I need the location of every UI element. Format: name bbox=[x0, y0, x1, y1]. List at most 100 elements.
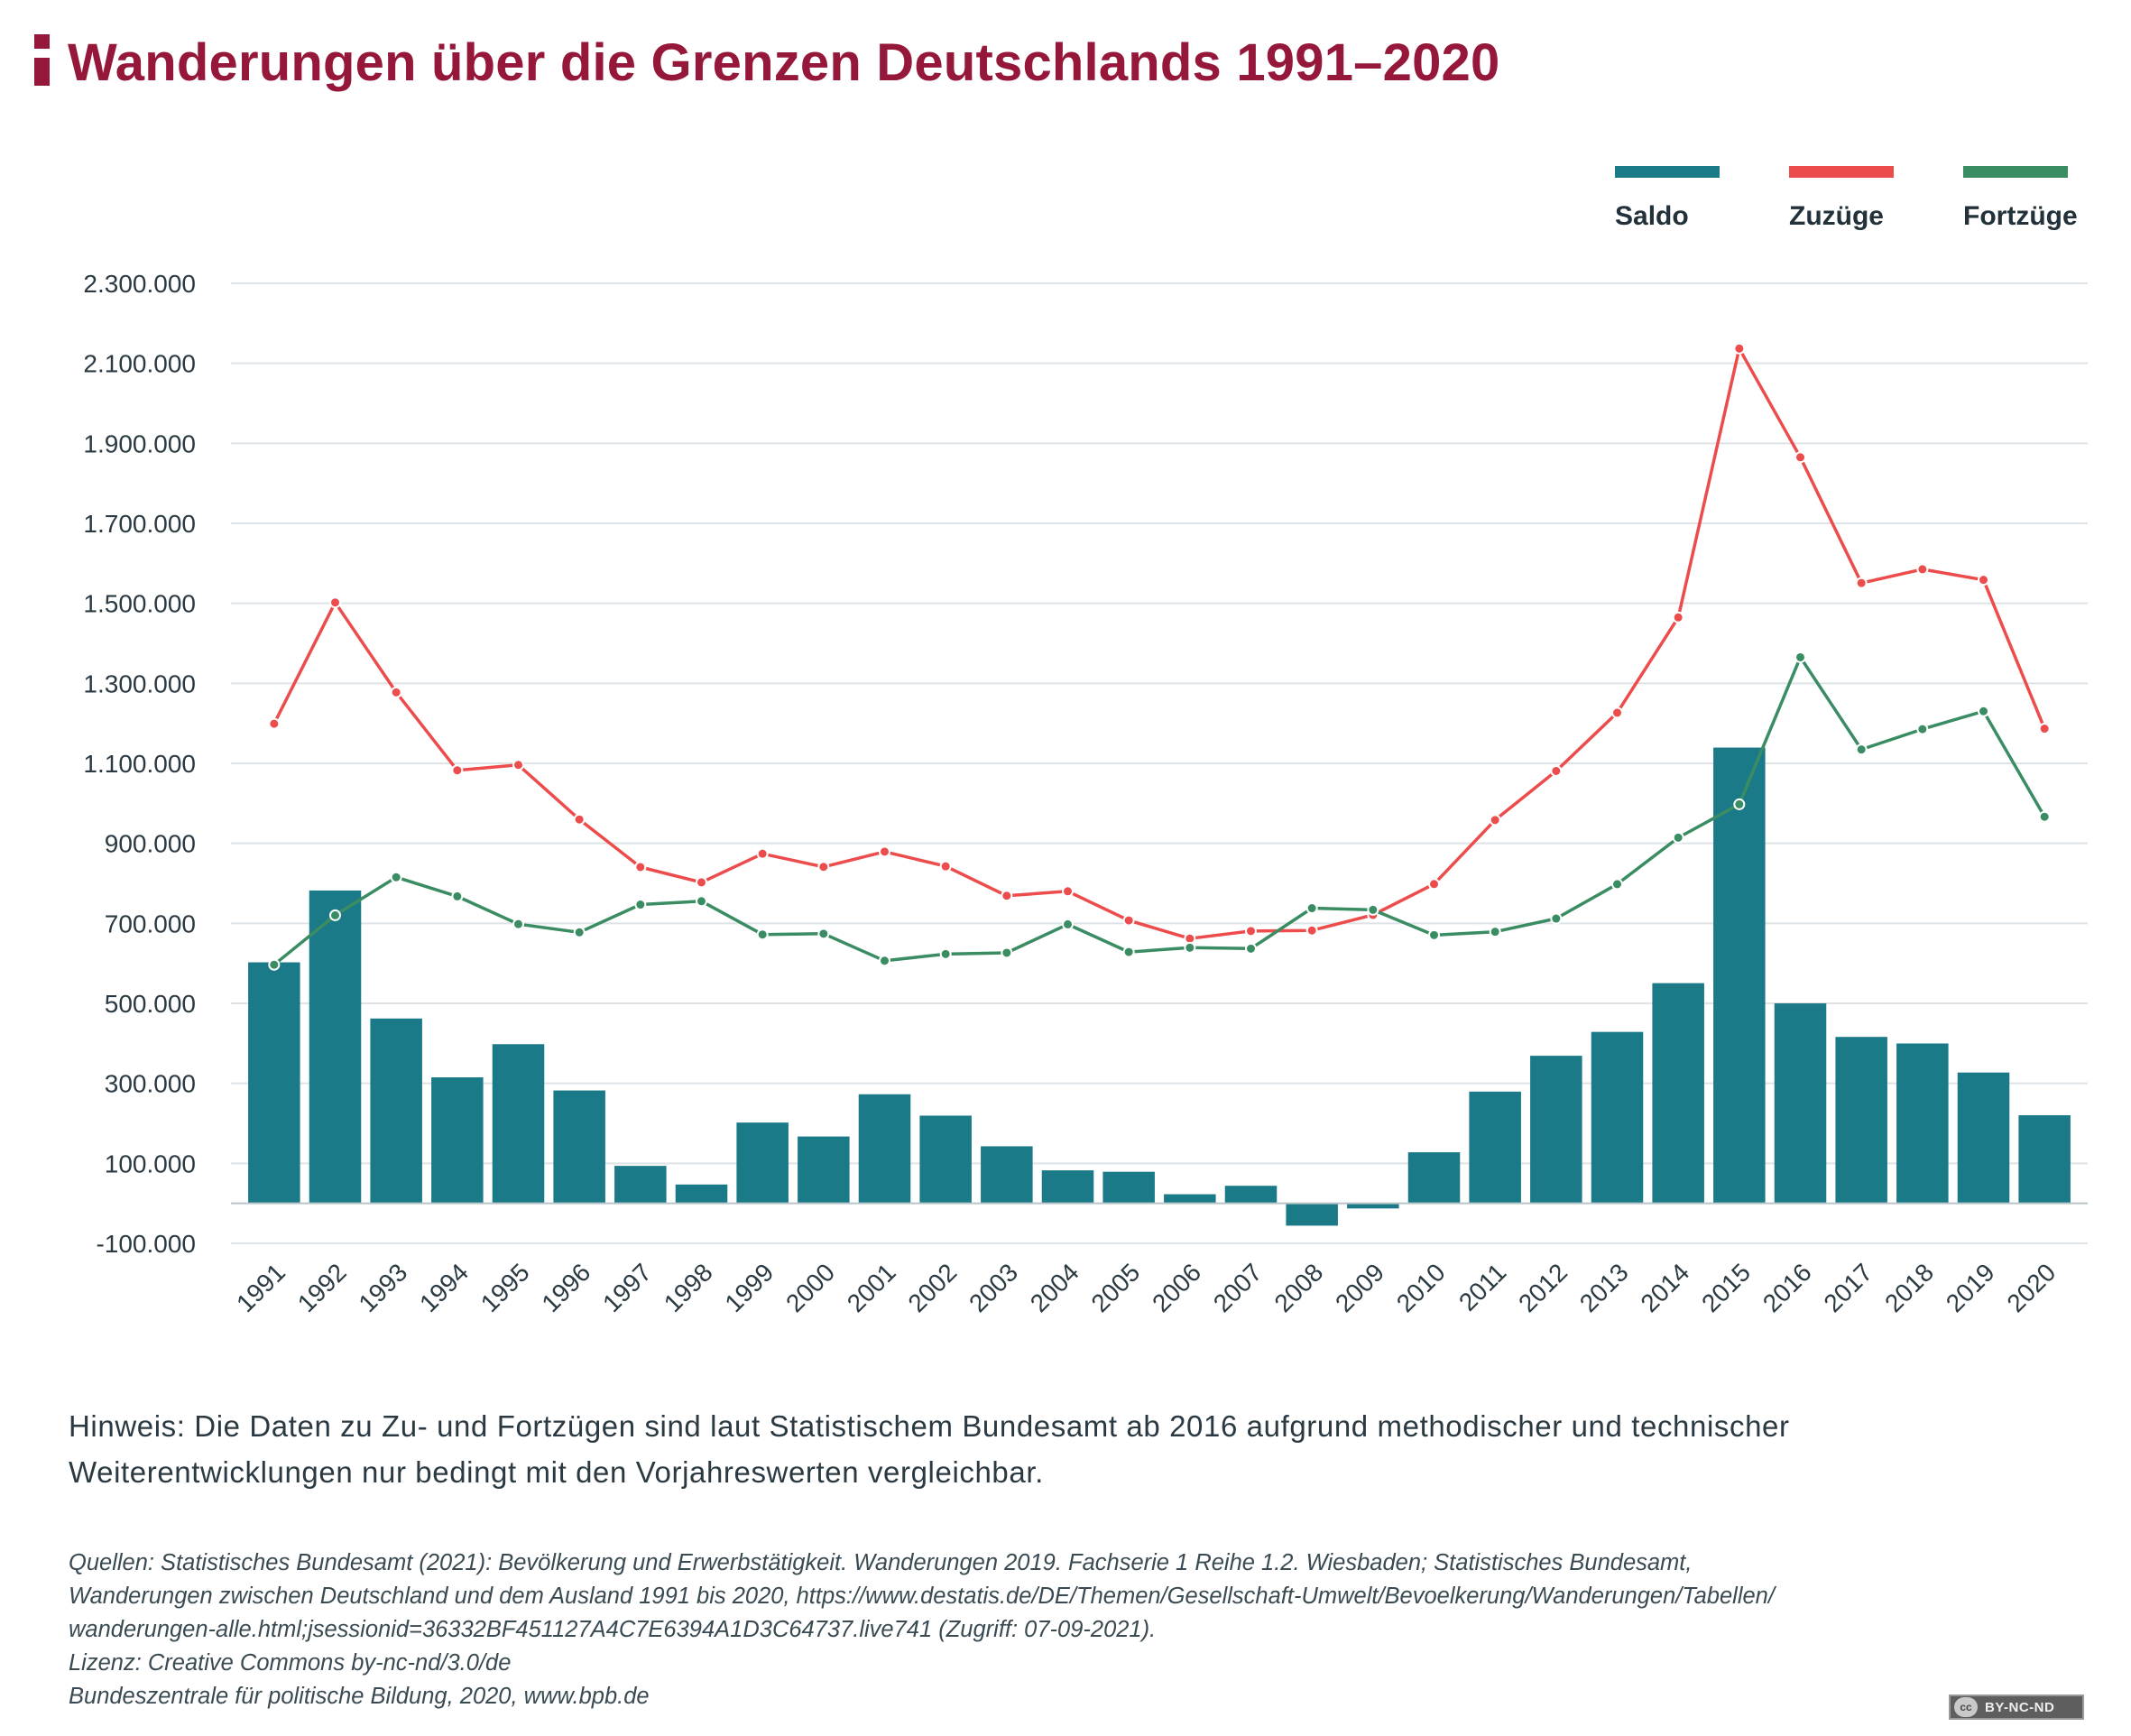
zuzuege-point-1994[interactable] bbox=[451, 764, 464, 777]
fortzuege-point-2007[interactable] bbox=[1245, 942, 1257, 955]
fortzuege-point-1991[interactable] bbox=[268, 958, 281, 971]
saldo-bar-2003[interactable] bbox=[981, 1146, 1033, 1204]
x-tick-label: 2016 bbox=[1757, 1258, 1817, 1317]
fortzuege-point-2003[interactable] bbox=[1001, 946, 1013, 959]
sources-line-3: wanderungen-alle.html;jsessionid=36332BF… bbox=[69, 1617, 1157, 1642]
zuzuege-point-2008[interactable] bbox=[1305, 924, 1318, 937]
fortzuege-point-1994[interactable] bbox=[451, 890, 464, 902]
zuzuege-point-2002[interactable] bbox=[939, 860, 952, 873]
sources-line-2: Wanderungen zwischen Deutschland und dem… bbox=[69, 1584, 1775, 1609]
zuzuege-point-1993[interactable] bbox=[390, 686, 402, 698]
fortzuege-point-2008[interactable] bbox=[1305, 902, 1318, 915]
zuzuege-point-2003[interactable] bbox=[1001, 890, 1013, 902]
saldo-bar-2018[interactable] bbox=[1896, 1043, 1949, 1204]
zuzuege-point-2012[interactable] bbox=[1550, 764, 1563, 777]
y-tick-label: 2.300.000 bbox=[83, 270, 196, 298]
saldo-bar-1999[interactable] bbox=[736, 1122, 789, 1204]
saldo-bar-2013[interactable] bbox=[1591, 1031, 1644, 1204]
saldo-bar-1994[interactable] bbox=[431, 1077, 484, 1204]
zuzuege-point-2005[interactable] bbox=[1122, 914, 1135, 927]
fortzuege-point-2013[interactable] bbox=[1611, 878, 1623, 891]
saldo-bars bbox=[248, 747, 2071, 1226]
saldo-bar-1997[interactable] bbox=[614, 1166, 667, 1204]
fortzuege-point-2016[interactable] bbox=[1794, 651, 1806, 663]
legend-item-fortzuege: Fortzüge bbox=[1963, 166, 2078, 232]
saldo-bar-1995[interactable] bbox=[492, 1044, 545, 1204]
saldo-bar-2016[interactable] bbox=[1774, 1003, 1827, 1204]
saldo-bar-2006[interactable] bbox=[1164, 1194, 1216, 1204]
fortzuege-point-2012[interactable] bbox=[1550, 912, 1563, 925]
fortzuege-point-2010[interactable] bbox=[1428, 928, 1440, 941]
saldo-bar-2008[interactable] bbox=[1286, 1203, 1338, 1226]
zuzuege-point-2017[interactable] bbox=[1855, 577, 1868, 589]
saldo-bar-1998[interactable] bbox=[675, 1184, 728, 1204]
zuzuege-point-1998[interactable] bbox=[696, 876, 707, 889]
zuzuege-point-2011[interactable] bbox=[1489, 814, 1501, 826]
fortzuege-point-2009[interactable] bbox=[1367, 903, 1379, 916]
x-tick-label: 2015 bbox=[1696, 1258, 1756, 1317]
fortzuege-point-2004[interactable] bbox=[1062, 918, 1074, 930]
zuzuege-point-2014[interactable] bbox=[1672, 611, 1684, 623]
fortzuege-point-1996[interactable] bbox=[573, 926, 586, 938]
fortzuege-point-2015[interactable] bbox=[1733, 798, 1746, 810]
zuzuege-point-1997[interactable] bbox=[634, 861, 647, 873]
zuzuege-point-1999[interactable] bbox=[756, 847, 769, 860]
note-line-1: Hinweis: Die Daten zu Zu- und Fortzügen … bbox=[69, 1409, 1790, 1443]
license-badge[interactable]: cc BY-NC-ND bbox=[1949, 1694, 2084, 1720]
zuzuege-point-2010[interactable] bbox=[1428, 878, 1440, 891]
saldo-bar-2005[interactable] bbox=[1102, 1171, 1155, 1204]
fortzuege-point-2020[interactable] bbox=[2038, 810, 2051, 823]
zuzuege-point-2001[interactable] bbox=[879, 845, 890, 858]
fortzuege-point-2011[interactable] bbox=[1489, 926, 1501, 938]
fortzuege-point-1999[interactable] bbox=[756, 928, 769, 941]
fortzuege-point-2001[interactable] bbox=[879, 955, 890, 967]
fortzuege-point-1992[interactable] bbox=[329, 909, 341, 921]
saldo-bar-2012[interactable] bbox=[1530, 1056, 1582, 1204]
saldo-bar-1992[interactable] bbox=[309, 890, 362, 1204]
zuzuege-point-2018[interactable] bbox=[1916, 563, 1929, 576]
saldo-bar-2017[interactable] bbox=[1835, 1037, 1887, 1204]
zuzuege-point-2000[interactable] bbox=[817, 861, 830, 873]
zuzuege-point-1992[interactable] bbox=[329, 596, 341, 609]
saldo-bar-2002[interactable] bbox=[919, 1115, 972, 1204]
fortzuege-point-2017[interactable] bbox=[1855, 743, 1868, 756]
saldo-bar-2014[interactable] bbox=[1652, 983, 1704, 1204]
fortzuege-point-2018[interactable] bbox=[1916, 723, 1929, 735]
saldo-bar-2010[interactable] bbox=[1407, 1152, 1461, 1204]
fortzuege-point-1997[interactable] bbox=[634, 899, 647, 911]
saldo-bar-2007[interactable] bbox=[1224, 1186, 1278, 1204]
note: Hinweis: Die Daten zu Zu- und Fortzügen … bbox=[69, 1403, 2080, 1495]
saldo-bar-2019[interactable] bbox=[1957, 1072, 2010, 1204]
zuzuege-point-1991[interactable] bbox=[268, 717, 281, 730]
fortzuege-point-2014[interactable] bbox=[1672, 831, 1684, 844]
zuzuege-point-2004[interactable] bbox=[1062, 885, 1074, 898]
saldo-bar-1993[interactable] bbox=[370, 1018, 422, 1204]
saldo-bar-2001[interactable] bbox=[858, 1094, 911, 1204]
fortzuege-point-2000[interactable] bbox=[817, 928, 830, 940]
fortzuege-point-2002[interactable] bbox=[939, 947, 952, 960]
zuzuege-point-2013[interactable] bbox=[1611, 706, 1623, 719]
fortzuege-point-1998[interactable] bbox=[696, 895, 707, 908]
saldo-bar-1991[interactable] bbox=[248, 962, 300, 1204]
fortzuege-point-2005[interactable] bbox=[1122, 946, 1135, 958]
zuzuege-point-1996[interactable] bbox=[573, 813, 586, 826]
saldo-bar-2015[interactable] bbox=[1713, 747, 1766, 1204]
y-tick-label: 500.000 bbox=[105, 990, 196, 1018]
license-badge-label: BY-NC-ND bbox=[1985, 1699, 2055, 1715]
fortzuege-point-2006[interactable] bbox=[1184, 941, 1196, 954]
saldo-bar-2020[interactable] bbox=[2018, 1115, 2071, 1204]
zuzuege-point-2016[interactable] bbox=[1794, 451, 1806, 464]
fortzuege-point-1993[interactable] bbox=[390, 871, 402, 883]
saldo-bar-2000[interactable] bbox=[798, 1136, 850, 1204]
saldo-bar-2004[interactable] bbox=[1041, 1170, 1094, 1204]
zuzuege-point-1995[interactable] bbox=[512, 759, 524, 771]
fortzuege-point-1995[interactable] bbox=[512, 918, 524, 930]
zuzuege-point-2020[interactable] bbox=[2038, 723, 2051, 735]
fortzuege-point-2019[interactable] bbox=[1978, 705, 1989, 717]
zuzuege-point-2019[interactable] bbox=[1978, 574, 1989, 586]
zuzuege-point-2007[interactable] bbox=[1245, 925, 1257, 937]
saldo-bar-2009[interactable] bbox=[1347, 1203, 1399, 1209]
saldo-bar-1996[interactable] bbox=[553, 1090, 605, 1204]
saldo-bar-2011[interactable] bbox=[1469, 1091, 1521, 1204]
zuzuege-point-2015[interactable] bbox=[1733, 342, 1746, 355]
